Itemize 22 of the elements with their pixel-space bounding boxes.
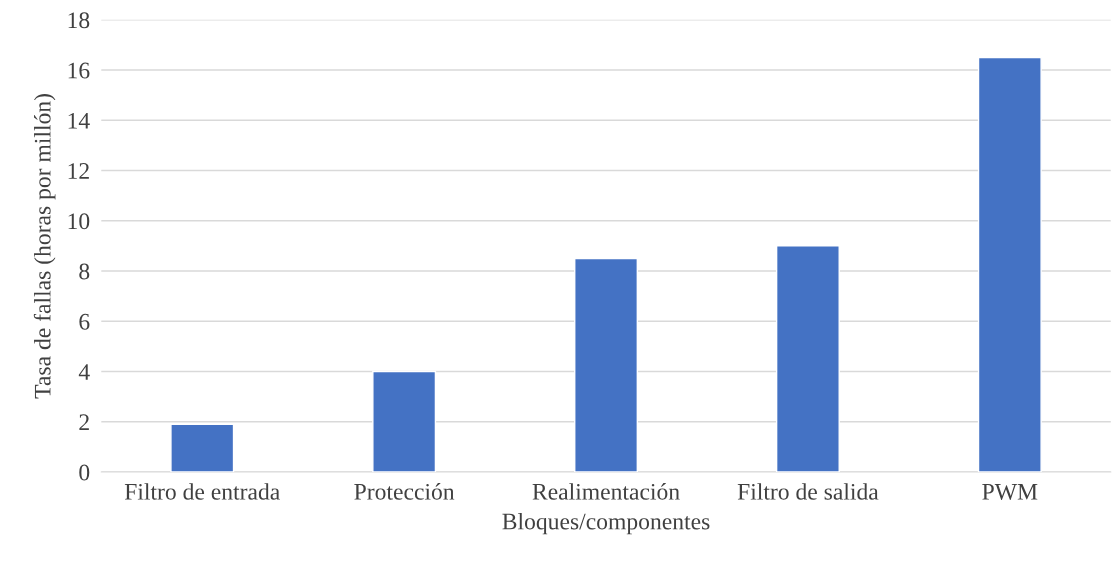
y-tick-label: 4 <box>78 364 90 380</box>
y-tick-label: 2 <box>79 414 89 430</box>
y-tick-label: 6 <box>79 313 90 330</box>
y-tick-label: 18 <box>68 12 90 29</box>
bar <box>372 370 437 473</box>
y-tick-label: 16 <box>68 62 90 79</box>
y-tick-label: 12 <box>68 163 89 179</box>
y-tick-label: 10 <box>68 213 90 230</box>
bar <box>775 245 840 473</box>
x-tick-label: Filtro de salida <box>737 483 879 500</box>
bar <box>170 423 235 473</box>
x-axis-title: Bloques/componentes <box>502 512 710 535</box>
y-tick-label: 8 <box>79 263 90 280</box>
y-tick-label: 14 <box>68 112 90 129</box>
y-tick-label: 0 <box>79 464 90 481</box>
x-tick-label: PWM <box>982 484 1038 500</box>
x-tick-label: Filtro de entrada <box>124 483 280 500</box>
bar <box>574 257 639 473</box>
y-axis-title: Tasa de fallas (horas por millón) <box>33 94 56 399</box>
x-tick-label: Realimentación <box>532 483 680 500</box>
x-tick-label: Protección <box>354 483 455 500</box>
bar <box>977 56 1042 473</box>
